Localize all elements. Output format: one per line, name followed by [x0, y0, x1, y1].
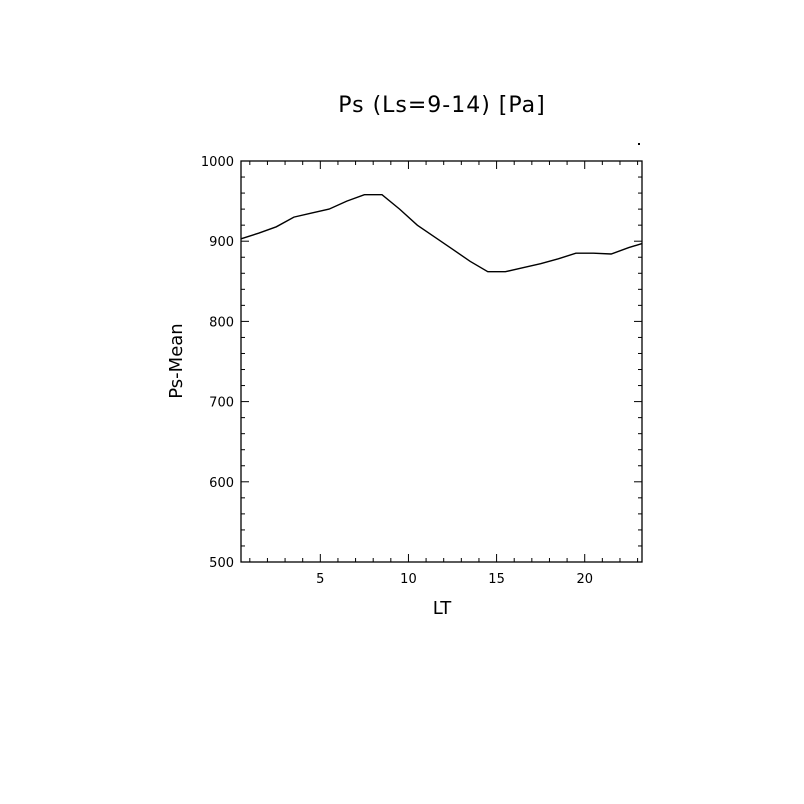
x-tick-label: 20 [576, 572, 593, 587]
x-tick-label: 10 [400, 572, 417, 587]
y-axis-label: Ps-Mean [166, 323, 187, 398]
y-tick-label: 900 [209, 235, 234, 250]
plot-frame [240, 160, 643, 563]
series-line [240, 194, 643, 273]
tick-labels: 5 10 15 20 500 600 700 800 900 1000 [201, 155, 593, 587]
y-tick-label: 1000 [201, 155, 234, 170]
y-tick-label: 700 [209, 396, 234, 411]
x-tick-label: 15 [488, 572, 505, 587]
axis-ticks [241, 160, 642, 563]
y-tick-label: 500 [209, 556, 234, 571]
chart-title: Ps (Ls=9-14) [Pa] [338, 93, 546, 118]
y-tick-label: 600 [209, 476, 234, 491]
x-tick-label: 5 [316, 572, 324, 587]
y-tick-label: 800 [209, 315, 234, 330]
x-axis-label: LT [433, 598, 453, 619]
stray-dot [638, 143, 640, 145]
